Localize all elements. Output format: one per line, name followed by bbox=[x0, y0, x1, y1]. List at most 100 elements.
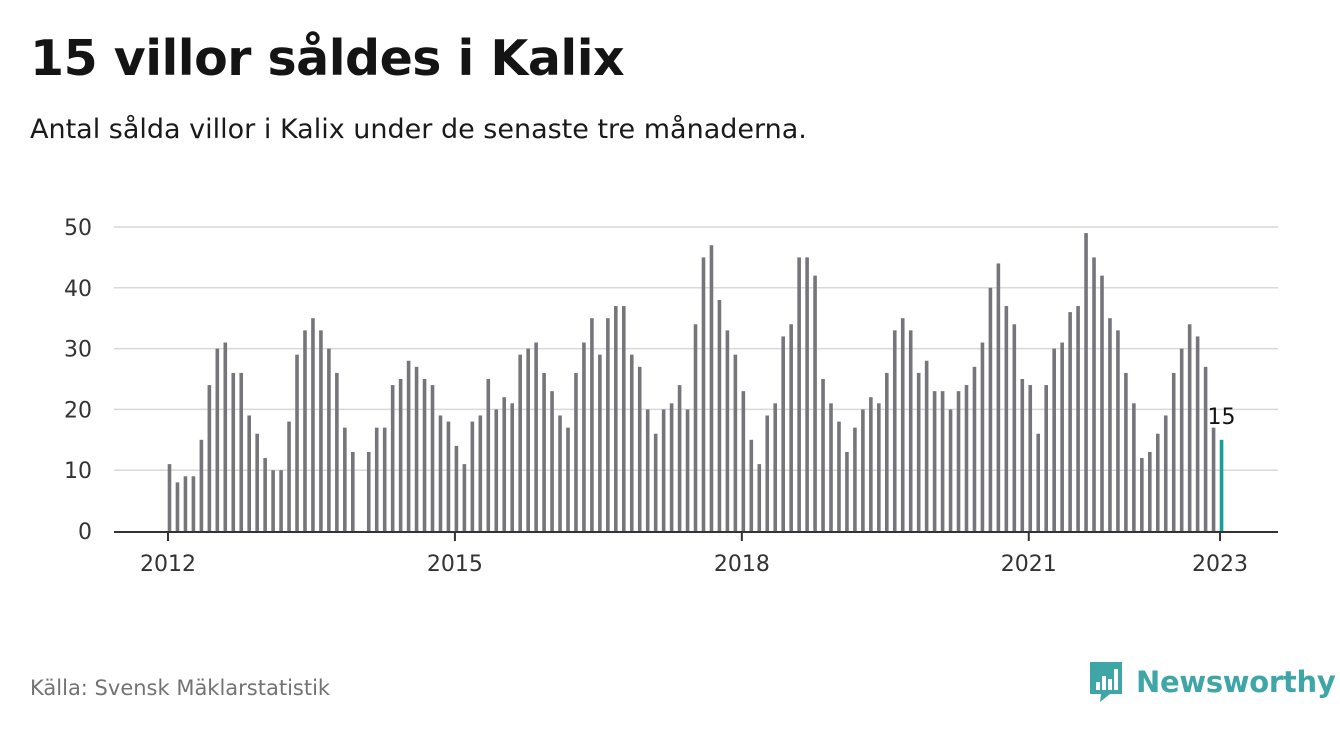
bar bbox=[526, 348, 530, 531]
y-tick-label: 50 bbox=[64, 216, 92, 241]
bar bbox=[167, 464, 172, 531]
bar bbox=[940, 391, 945, 531]
bar bbox=[534, 342, 538, 531]
bar bbox=[693, 324, 698, 531]
bar bbox=[733, 354, 738, 531]
bar bbox=[1116, 330, 1120, 531]
bar bbox=[741, 391, 746, 531]
bar bbox=[861, 409, 865, 531]
bar bbox=[446, 421, 451, 531]
x-tick-label: 2015 bbox=[427, 552, 483, 577]
bar bbox=[996, 263, 1001, 531]
bar bbox=[645, 409, 650, 531]
bar bbox=[1163, 415, 1168, 531]
bar bbox=[175, 482, 180, 531]
bar bbox=[470, 421, 475, 531]
bar bbox=[255, 433, 259, 531]
bar bbox=[837, 421, 841, 531]
bar bbox=[1203, 366, 1208, 531]
bar bbox=[701, 257, 706, 531]
bar bbox=[781, 336, 785, 531]
brand-logo[interactable]: Newsworthy bbox=[1088, 660, 1336, 704]
bar bbox=[590, 318, 594, 531]
bar bbox=[271, 470, 275, 531]
bar bbox=[1068, 312, 1072, 531]
bar bbox=[789, 324, 793, 531]
bar bbox=[685, 409, 690, 531]
bar bbox=[518, 354, 522, 531]
bar bbox=[422, 379, 427, 531]
bar bbox=[351, 451, 355, 531]
brand-name: Newsworthy bbox=[1136, 665, 1336, 699]
bar bbox=[438, 415, 443, 531]
bar bbox=[335, 372, 339, 531]
bar bbox=[343, 427, 347, 531]
bar bbox=[263, 458, 267, 531]
bar bbox=[972, 366, 977, 531]
bar bbox=[398, 379, 403, 531]
bar bbox=[797, 257, 801, 531]
bar bbox=[311, 318, 315, 531]
chart-subtitle: Antal sålda villor i Kalix under de sena… bbox=[30, 114, 807, 145]
bar bbox=[574, 372, 578, 531]
bar bbox=[1179, 348, 1184, 531]
bar bbox=[709, 245, 714, 532]
bar bbox=[725, 330, 730, 531]
bar bbox=[908, 330, 913, 531]
bar bbox=[869, 397, 873, 531]
bar bbox=[629, 354, 634, 531]
bar bbox=[406, 360, 411, 531]
chart-title: 15 villor såldes i Kalix bbox=[30, 30, 625, 87]
bar bbox=[614, 306, 618, 531]
bar bbox=[885, 372, 889, 531]
bar bbox=[932, 391, 937, 531]
bar bbox=[199, 439, 204, 531]
bar bbox=[239, 372, 244, 531]
bar bbox=[215, 348, 220, 531]
bar bbox=[1036, 433, 1041, 531]
newsworthy-icon bbox=[1090, 662, 1122, 702]
bar bbox=[390, 385, 395, 531]
bar bbox=[1084, 233, 1088, 531]
bar bbox=[1171, 372, 1176, 531]
bar bbox=[1195, 336, 1200, 531]
bar bbox=[829, 403, 833, 531]
bar bbox=[606, 318, 610, 531]
source-note: Källa: Svensk Mäklarstatistik bbox=[30, 676, 331, 700]
bar bbox=[494, 409, 499, 531]
bar bbox=[478, 415, 483, 531]
bar bbox=[1100, 275, 1104, 531]
bar bbox=[191, 476, 196, 531]
bar bbox=[637, 366, 642, 531]
bar bbox=[1028, 385, 1033, 531]
x-tick-label: 2018 bbox=[714, 552, 770, 577]
bar bbox=[414, 366, 419, 531]
y-tick-label: 40 bbox=[64, 277, 92, 302]
bar bbox=[1092, 257, 1096, 531]
bar bbox=[382, 427, 387, 531]
y-axis: 0 10 20 30 40 50 bbox=[64, 216, 92, 545]
bar bbox=[486, 379, 491, 531]
bar bbox=[1052, 348, 1056, 531]
bar bbox=[845, 451, 849, 531]
bars bbox=[167, 233, 1224, 532]
bar bbox=[677, 385, 682, 531]
bar bbox=[821, 379, 825, 531]
bar bbox=[892, 330, 897, 531]
bar bbox=[1060, 342, 1064, 531]
bar bbox=[1044, 385, 1048, 531]
bar bbox=[1155, 433, 1160, 531]
y-tick-label: 20 bbox=[64, 398, 92, 423]
bar bbox=[598, 354, 602, 531]
bar bbox=[964, 385, 969, 531]
bar bbox=[749, 439, 754, 531]
bar bbox=[805, 257, 809, 531]
bar bbox=[295, 354, 299, 531]
bar bbox=[1132, 403, 1136, 531]
bar bbox=[813, 275, 817, 531]
bar-highlight bbox=[1219, 439, 1224, 531]
bar bbox=[621, 306, 626, 531]
bar bbox=[956, 391, 961, 531]
annotations: 15 bbox=[1208, 405, 1236, 430]
bar bbox=[717, 299, 722, 531]
